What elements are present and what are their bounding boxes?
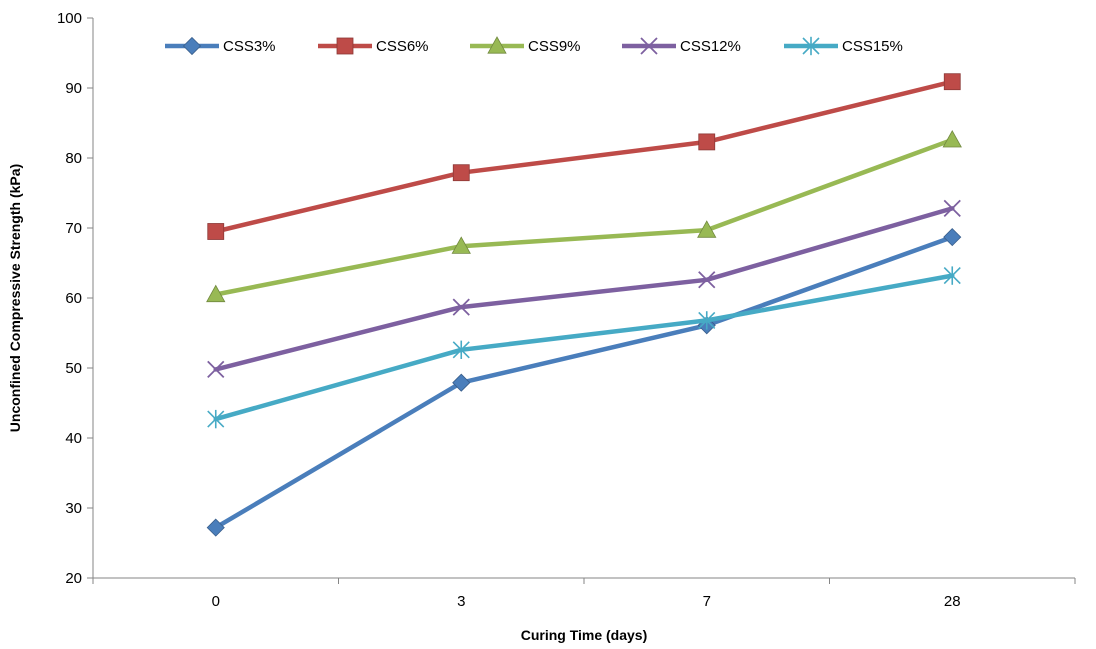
y-tick-label: 60: [65, 290, 82, 307]
data-point-css15pct: [698, 311, 716, 330]
series-css12pct: [207, 199, 961, 379]
legend-label: CSS6%: [376, 38, 429, 55]
series-line-css3pct: [213, 234, 955, 530]
legend-item-css9pct: CSS9%: [470, 36, 581, 55]
series-line-css9pct: [213, 137, 955, 297]
series-css15pct: [207, 266, 961, 429]
y-tick-label: 80: [65, 150, 82, 167]
legend-label: CSS15%: [842, 38, 903, 55]
legend-item-css3pct: CSS3%: [165, 36, 276, 56]
y-tick-label: 90: [65, 80, 82, 97]
y-tick-label: 100: [57, 10, 82, 27]
data-point-css3pct: [943, 228, 962, 247]
data-point-css15pct: [943, 266, 961, 285]
series-line-css6pct: [213, 79, 955, 234]
series-layer: [206, 73, 962, 537]
legend-item-css6pct: CSS6%: [318, 37, 429, 55]
y-tick-label: 50: [65, 360, 82, 377]
data-point-css9pct: [942, 129, 962, 148]
data-point-css9pct: [697, 220, 717, 238]
legend-swatch-marker: [640, 37, 658, 55]
x-tick-label: 0: [212, 593, 220, 610]
legend-swatch-marker: [336, 37, 354, 55]
axes: [87, 17, 1076, 584]
legend-swatch-marker: [182, 36, 202, 56]
data-point-css15pct: [207, 409, 225, 429]
legend-item-css12pct: CSS12%: [622, 37, 741, 55]
y-tick-label: 20: [65, 570, 82, 587]
x-tick-label: 7: [703, 593, 711, 610]
series-line-css12pct: [213, 206, 955, 372]
data-point-css6pct: [943, 73, 961, 91]
x-tick-label: 3: [457, 593, 465, 610]
series-css6pct: [207, 73, 961, 240]
series-css9pct: [206, 129, 962, 303]
tick-labels: 20 30 40 50 60 70 80 90 100 0 3 7 28: [57, 10, 961, 610]
legend-item-css15pct: CSS15%: [784, 36, 903, 56]
y-axis-title: Unconfined Compressive Strength (kPa): [7, 164, 23, 432]
data-point-css3pct: [452, 373, 471, 392]
data-point-css3pct: [206, 518, 225, 537]
y-tick-label: 30: [65, 500, 82, 517]
y-tick-label: 40: [65, 430, 82, 447]
legend-label: CSS12%: [680, 38, 741, 55]
data-point-css6pct: [698, 133, 716, 151]
legend: CSS3% CSS6% CSS9% CSS12% CSS15%: [165, 36, 903, 56]
data-point-css6pct: [207, 223, 225, 240]
legend-label: CSS9%: [528, 38, 581, 55]
legend-label: CSS3%: [223, 38, 276, 55]
data-point-css15pct: [452, 340, 470, 359]
data-point-css12pct: [943, 199, 961, 218]
legend-swatch-marker: [802, 36, 820, 56]
data-point-css12pct: [452, 298, 470, 316]
data-point-css12pct: [698, 271, 716, 289]
series-line-css15pct: [213, 273, 955, 422]
data-point-css12pct: [207, 360, 225, 379]
x-tick-label: 28: [944, 593, 961, 610]
x-axis-title: Curing Time (days): [521, 627, 648, 643]
data-point-css9pct: [451, 236, 471, 254]
data-point-css9pct: [206, 284, 226, 303]
y-tick-label: 70: [65, 220, 82, 237]
data-point-css6pct: [452, 164, 470, 182]
legend-swatch-marker: [487, 36, 507, 54]
